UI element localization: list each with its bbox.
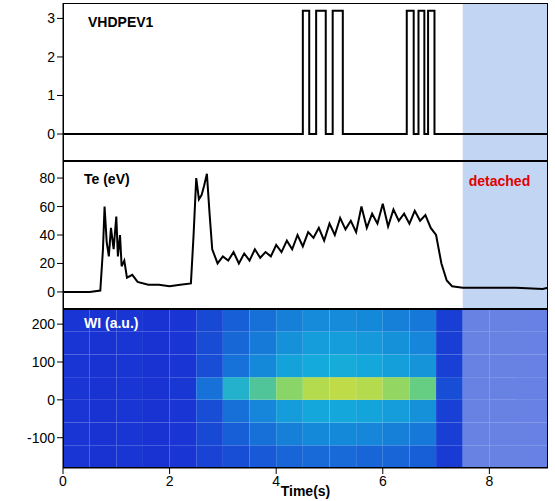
svg-text:40: 40	[39, 227, 55, 243]
svg-text:6: 6	[379, 473, 387, 489]
html-text:VHDPEV1: VHDPEV1	[88, 14, 154, 30]
svg-text:1: 1	[47, 87, 55, 103]
svg-text:20: 20	[39, 255, 55, 271]
svg-text:60: 60	[39, 199, 55, 215]
html-text:WI (a.u.): WI (a.u.)	[84, 315, 139, 331]
svg-text:0: 0	[47, 392, 55, 408]
html-text:detached: detached	[468, 173, 531, 189]
svg-text:2: 2	[47, 49, 55, 65]
svg-text:-100: -100	[27, 430, 55, 446]
svg-text:0: 0	[47, 126, 55, 142]
svg-text:2: 2	[166, 473, 174, 489]
svg-text:8: 8	[485, 473, 493, 489]
svg-text:4: 4	[272, 473, 280, 489]
svg-text:3: 3	[47, 10, 55, 26]
svg-text:0: 0	[59, 473, 67, 489]
svg-text:200: 200	[32, 316, 56, 332]
html-text:Te (eV): Te (eV)	[84, 171, 130, 187]
svg-text:0: 0	[47, 284, 55, 300]
svg-text:Time(s): Time(s)	[281, 483, 331, 499]
svg-text:80: 80	[39, 170, 55, 186]
svg-text:100: 100	[32, 354, 56, 370]
